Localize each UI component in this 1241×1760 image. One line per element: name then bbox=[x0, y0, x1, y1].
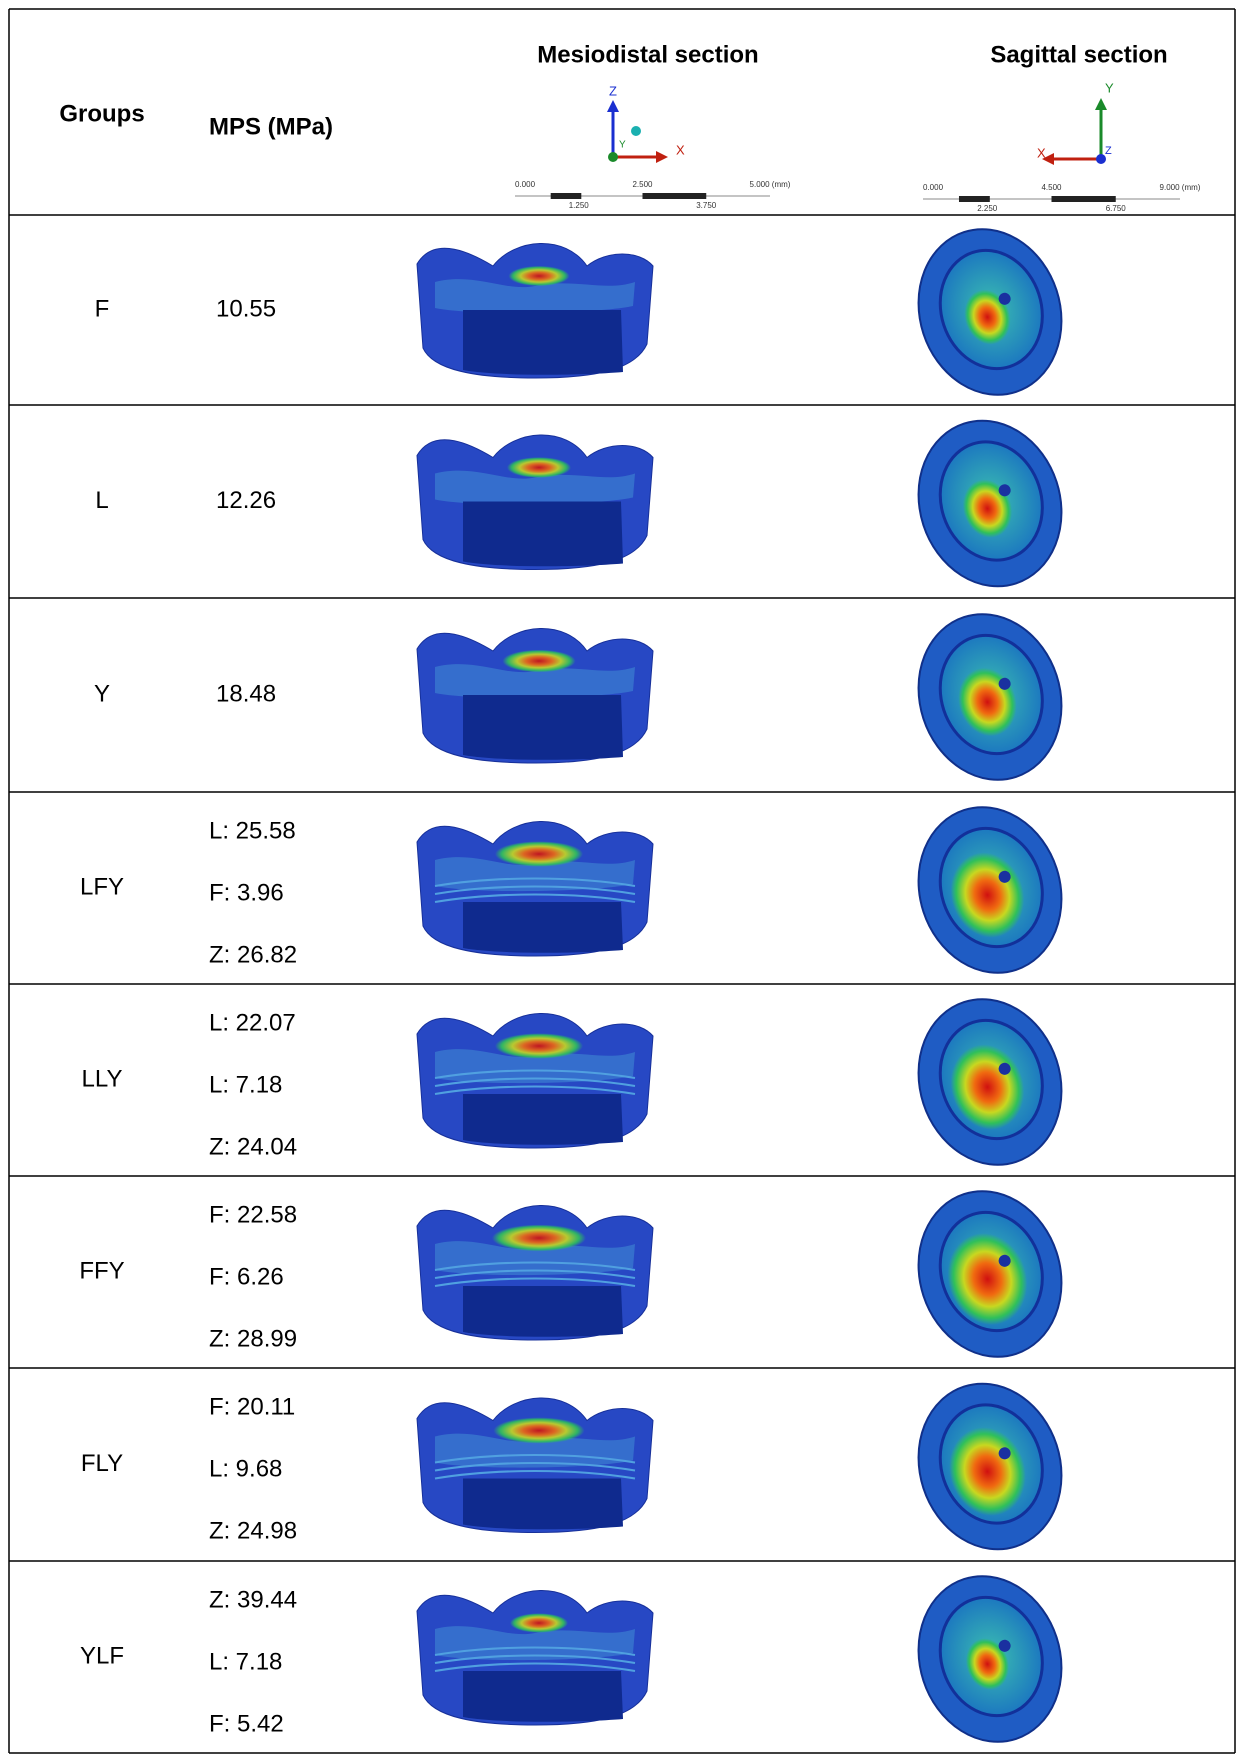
group-label: YLF bbox=[80, 1642, 124, 1669]
group-label: F bbox=[95, 295, 110, 322]
scale-label: 1.250 bbox=[569, 201, 590, 210]
mps-value: Z: 26.82 bbox=[209, 941, 297, 968]
tooth-opening bbox=[463, 1671, 623, 1722]
tooth-opening bbox=[463, 1479, 623, 1530]
mps-value: F: 6.26 bbox=[209, 1263, 284, 1290]
scale-label: 0.000 bbox=[515, 180, 536, 189]
mps-value: F: 20.11 bbox=[209, 1393, 295, 1420]
mps-value: L: 7.18 bbox=[209, 1071, 282, 1098]
axis-ball bbox=[631, 126, 641, 136]
axis-label: X bbox=[1037, 145, 1046, 160]
mps-value: L: 7.18 bbox=[209, 1648, 282, 1675]
axis-arrowhead bbox=[607, 100, 619, 112]
tooth-opening bbox=[463, 1094, 623, 1145]
scale-label: 0.000 bbox=[923, 183, 944, 192]
mps-value: F: 22.58 bbox=[209, 1201, 297, 1228]
mps-value: 18.48 bbox=[216, 680, 276, 707]
stress-spot bbox=[507, 457, 571, 478]
sagittal-image bbox=[897, 402, 1082, 605]
mesiodistal-image bbox=[417, 1590, 653, 1725]
header-sagittal: Sagittal section bbox=[990, 41, 1167, 68]
axis-label: X bbox=[676, 142, 685, 157]
header-mps: MPS (MPa) bbox=[209, 113, 333, 140]
mesiodistal-image bbox=[417, 1013, 653, 1148]
mps-value: L: 22.07 bbox=[209, 1009, 296, 1036]
stress-spot bbox=[494, 1417, 585, 1443]
sagittal-image bbox=[897, 980, 1082, 1183]
sagittal-image bbox=[897, 1557, 1082, 1760]
mps-value: F: 5.42 bbox=[209, 1710, 284, 1737]
scale-segment bbox=[551, 193, 582, 199]
scale-segment bbox=[959, 196, 990, 202]
axis-arrowhead bbox=[1095, 98, 1107, 110]
scale-label: 4.500 bbox=[1041, 183, 1062, 192]
mps-value: 12.26 bbox=[216, 487, 276, 514]
axis-label: Z bbox=[1105, 145, 1112, 157]
scale-label: 9.000 (mm) bbox=[1160, 183, 1201, 192]
axis-arrowhead bbox=[656, 151, 668, 163]
tooth-opening bbox=[463, 1286, 623, 1337]
page: Groups MPS (MPa) Mesiodistal section Sag… bbox=[0, 0, 1241, 1760]
mesiodistal-image bbox=[417, 1205, 653, 1340]
group-label: LLY bbox=[82, 1065, 123, 1092]
tooth-opening bbox=[463, 902, 623, 953]
mps-value: 10.55 bbox=[216, 295, 276, 322]
mps-value: Z: 28.99 bbox=[209, 1325, 297, 1352]
axis-label: Y bbox=[1105, 80, 1114, 95]
group-label: LFY bbox=[80, 873, 124, 900]
mps-value: L: 25.58 bbox=[209, 817, 296, 844]
stress-spot bbox=[495, 841, 583, 867]
stress-spot bbox=[509, 266, 570, 286]
sagittal-image bbox=[897, 1365, 1082, 1568]
sagittal-image bbox=[897, 788, 1082, 991]
stress-spot bbox=[495, 1033, 583, 1059]
mesiodistal-image bbox=[417, 435, 653, 570]
stress-spot bbox=[503, 650, 576, 673]
mesiodistal-image bbox=[417, 1398, 653, 1533]
mps-value: Z: 39.44 bbox=[209, 1586, 297, 1613]
stress-spot bbox=[492, 1225, 586, 1252]
group-label: FLY bbox=[81, 1450, 123, 1477]
tooth-opening bbox=[463, 502, 623, 567]
tooth-opening bbox=[463, 310, 623, 375]
mps-value: Z: 24.98 bbox=[209, 1517, 297, 1544]
sagittal-image bbox=[897, 595, 1082, 798]
axis-origin bbox=[608, 152, 618, 162]
table: Groups MPS (MPa) Mesiodistal section Sag… bbox=[0, 0, 1241, 1760]
scale-segment bbox=[643, 193, 707, 199]
header-mesiodistal: Mesiodistal section bbox=[537, 41, 758, 68]
header-groups: Groups bbox=[59, 100, 144, 127]
sagittal-image bbox=[897, 210, 1082, 413]
scale-label: 2.250 bbox=[977, 204, 998, 213]
mesiodistal-image bbox=[417, 243, 653, 378]
mesiodistal-image bbox=[417, 628, 653, 763]
axis-label: Y bbox=[619, 140, 626, 151]
axis-label: Z bbox=[609, 83, 617, 98]
scale-segment bbox=[1052, 196, 1116, 202]
mps-value: L: 9.68 bbox=[209, 1455, 282, 1482]
group-label: FFY bbox=[79, 1257, 124, 1284]
scale-label: 6.750 bbox=[1106, 204, 1127, 213]
scale-label: 2.500 bbox=[632, 180, 653, 189]
mps-value: F: 3.96 bbox=[209, 879, 284, 906]
group-label: L bbox=[95, 487, 108, 514]
mesiodistal-image bbox=[417, 821, 653, 956]
group-label: Y bbox=[94, 680, 110, 707]
sagittal-image bbox=[897, 1172, 1082, 1375]
scale-label: 5.000 (mm) bbox=[750, 180, 791, 189]
stress-spot bbox=[510, 1613, 568, 1633]
scale-label: 3.750 bbox=[696, 201, 717, 210]
tooth-opening bbox=[463, 695, 623, 760]
mps-value: Z: 24.04 bbox=[209, 1133, 297, 1160]
